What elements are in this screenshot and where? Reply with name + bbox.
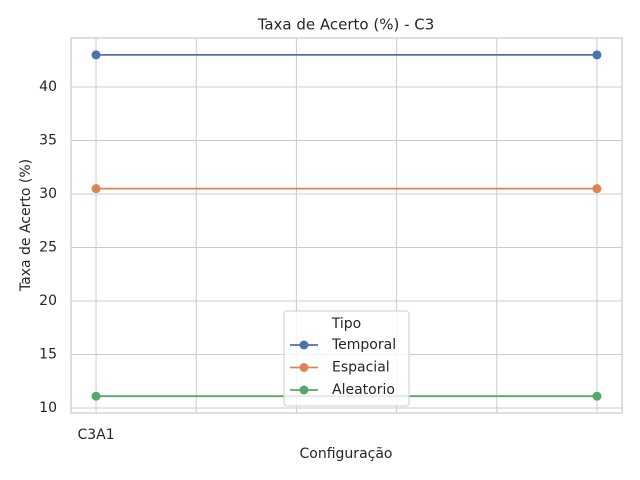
- data-point: [91, 50, 101, 60]
- legend-label: Aleatorio: [332, 382, 395, 398]
- legend-marker: [299, 363, 309, 372]
- y-tick-label: 25: [39, 239, 57, 255]
- y-tick-label: 35: [39, 132, 57, 148]
- y-tick-label: 15: [39, 346, 57, 362]
- legend-box: [283, 310, 410, 407]
- data-point: [91, 184, 101, 194]
- legend-label: Espacial: [332, 360, 390, 376]
- y-tick-label: 40: [39, 79, 57, 95]
- legend-title: Tipo: [331, 316, 361, 332]
- legend-label: Temporal: [331, 337, 396, 353]
- x-tick-label: C3A1: [77, 427, 114, 443]
- data-point: [592, 184, 602, 194]
- y-tick-label: 30: [39, 186, 57, 202]
- y-axis-label: Taxa de Acerto (%): [18, 159, 34, 292]
- data-point: [592, 391, 602, 401]
- x-axis-label: Configuração: [300, 446, 393, 462]
- legend-marker: [299, 340, 309, 350]
- chart-title: Taxa de Acerto (%) - C3: [257, 16, 435, 34]
- legend-marker: [299, 385, 309, 395]
- data-point: [91, 391, 101, 401]
- data-point: [592, 50, 602, 60]
- plot-frame: [70, 37, 623, 414]
- y-tick-label: 10: [39, 400, 57, 416]
- y-tick-label: 20: [39, 293, 57, 309]
